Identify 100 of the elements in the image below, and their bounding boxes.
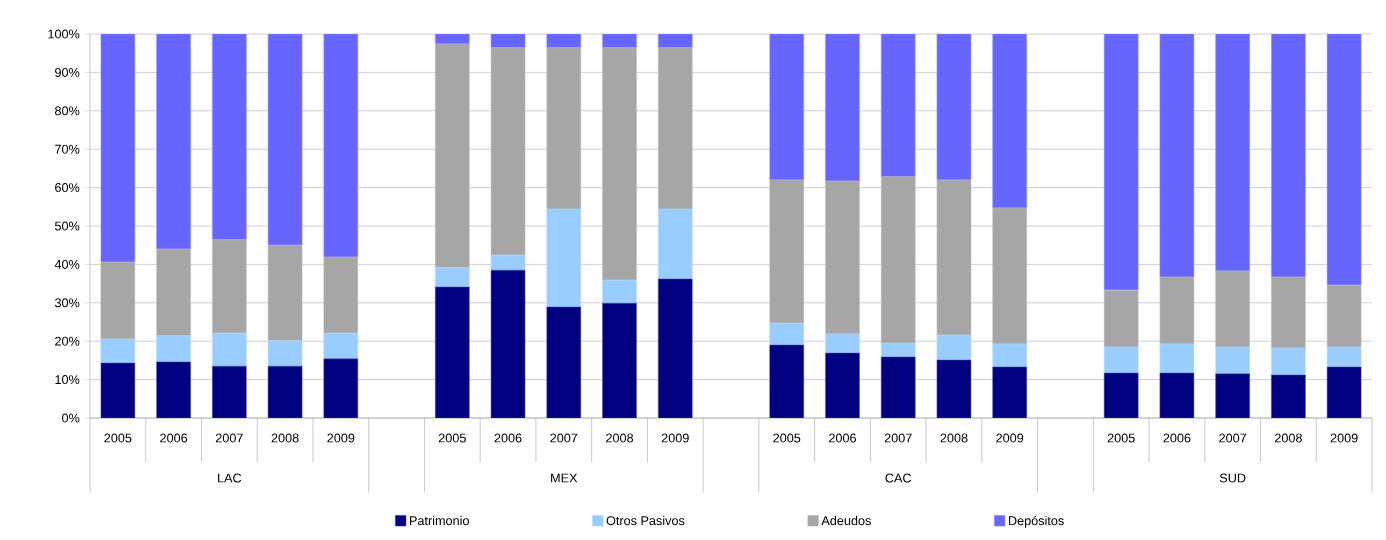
bar [212,239,247,334]
bar [100,338,136,364]
bar [1103,346,1139,374]
bar [1215,34,1250,272]
bar [546,306,582,418]
y-tick-label: 70% [55,144,80,154]
bar [267,34,303,246]
bar [490,269,526,418]
x-tick-label: 2007 [550,433,578,443]
y-tick-label: 60% [55,183,80,193]
y-tick-label: 80% [55,106,80,116]
text: CAC [885,473,912,483]
x-tick-label: 2008 [1274,433,1302,443]
x-tick-label: 2005 [104,433,132,443]
bar [1326,284,1362,348]
bar [880,176,916,344]
bar [156,34,191,250]
x-tick-label: 2008 [271,433,299,443]
bar [1159,372,1195,418]
bar [657,208,693,280]
bar [825,34,860,182]
x-tick-label: 2008 [940,433,968,443]
legend-label: Otros Pasivos [606,515,685,526]
bar [1159,34,1195,278]
bar [825,180,860,335]
bar [323,34,359,258]
bar [602,47,637,281]
bar [880,34,916,178]
y-tick-label: 10% [55,375,80,385]
bar [1271,34,1306,278]
bar [880,356,916,418]
bar [212,34,247,241]
x-tick-label: 2009 [661,433,689,443]
bar [657,278,693,418]
bar [992,34,1027,209]
bar [156,335,191,363]
bar [1103,289,1139,348]
x-tick-label: 2006 [829,433,856,443]
x-tick-label: 2008 [606,433,634,443]
bar [546,47,582,210]
bar [267,244,303,342]
legend-label: Patrimonio [409,515,469,526]
bar [602,34,637,49]
y-tick-label: 40% [54,259,80,269]
x-tick-label: 2005 [773,433,801,443]
x-tick-label: 2005 [1107,433,1135,443]
bar [435,286,470,418]
y-tick-label: 100% [48,29,80,39]
bar [212,365,247,418]
bar [992,366,1027,418]
bar [323,358,359,418]
bar [1103,372,1139,418]
x-tick-label: 2009 [1330,433,1358,443]
bar [267,340,303,367]
bar [546,208,582,308]
text: MEX [551,473,578,483]
x-tick-label: 2006 [494,433,522,443]
bar [936,359,972,418]
bar [769,34,805,181]
bar [323,332,359,360]
bar [1271,347,1306,376]
x-tick-label: 2007 [1219,433,1247,443]
bar [936,334,972,361]
bar [1326,34,1362,286]
bar [992,207,1027,345]
bar [936,34,972,181]
bar [880,342,916,358]
bar [435,267,470,288]
bar [100,34,136,263]
x-tick-label: 2009 [327,433,355,443]
x-tick-label: 2007 [215,433,243,443]
bar [1159,343,1195,374]
bar [602,279,637,304]
bar [769,344,805,418]
bar [100,261,136,340]
bar [825,352,860,418]
bar [1215,346,1250,375]
bar [323,256,359,334]
bar [1271,374,1306,418]
bar [490,47,526,256]
bar [490,34,526,49]
bar [490,254,526,271]
bar [1326,366,1362,418]
legend-label: Adeudos [821,515,871,526]
bar [212,332,247,367]
bar [936,179,972,336]
bar [769,322,805,346]
bar [657,47,693,210]
bar [1103,34,1139,291]
x-tick-label: 2005 [438,433,466,443]
x-tick-label: 2006 [160,433,188,443]
bar [156,361,191,418]
x-tick-label: 2006 [1163,433,1191,443]
y-tick-label: 90% [55,67,80,77]
bar [657,34,693,49]
y-tick-label: 50% [54,221,80,231]
x-tick-label: 2007 [884,433,912,443]
x-tick-label: 2009 [996,433,1024,443]
bar [992,343,1027,368]
bar [1326,346,1362,368]
